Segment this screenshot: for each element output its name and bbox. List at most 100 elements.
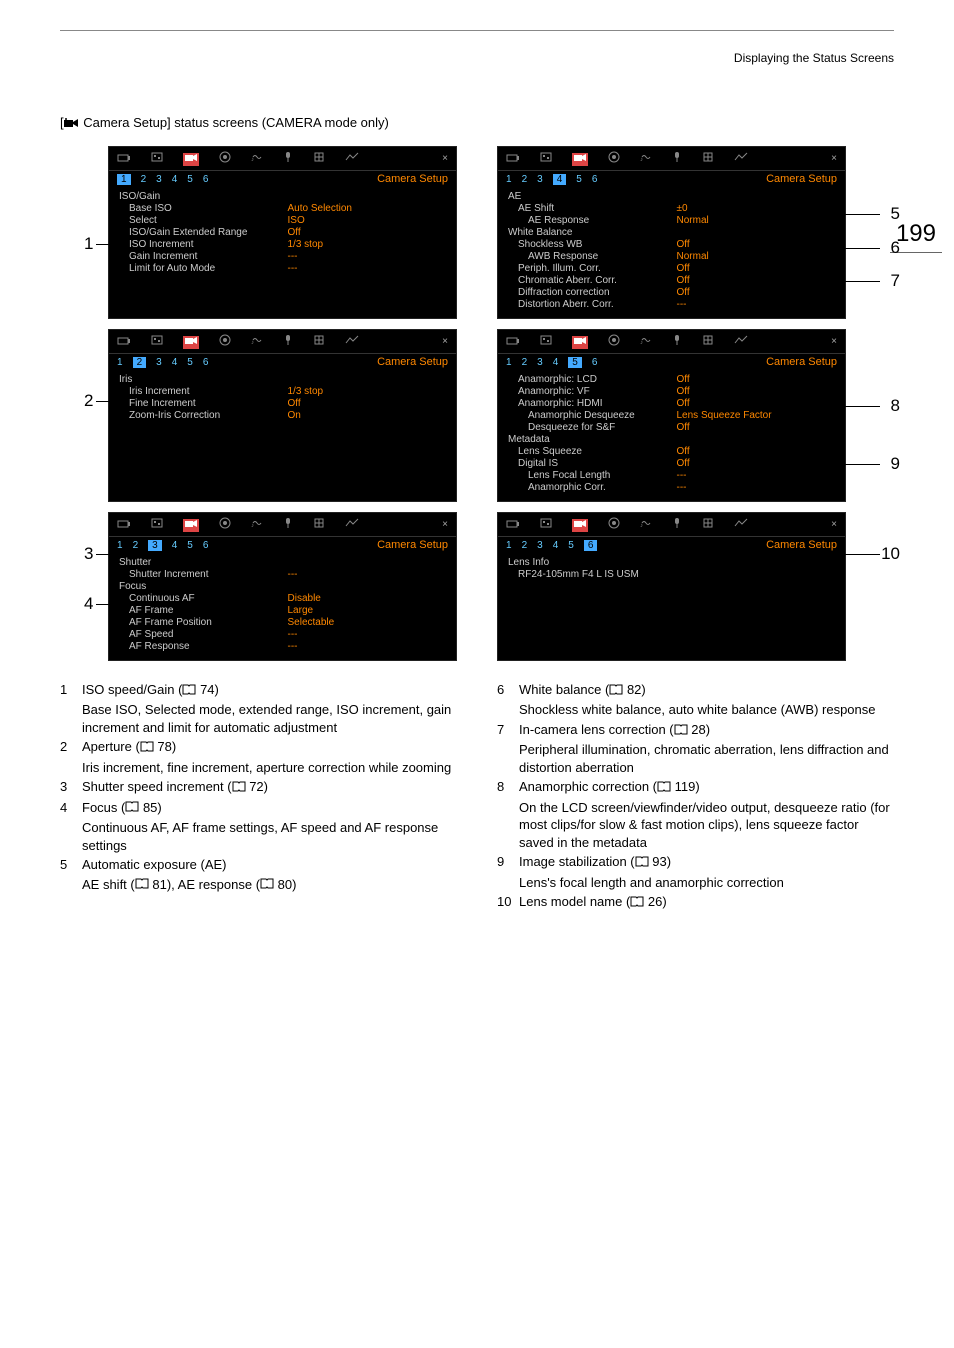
screen-tab-icon — [345, 335, 359, 348]
screen-tab-5: 5 — [187, 357, 193, 368]
screen-tab-2: 2 — [522, 357, 528, 368]
setting-label: Iris Increment — [119, 386, 278, 397]
legend-sub: Iris increment, fine increment, aperture… — [82, 759, 457, 777]
screen-tab-icon — [313, 334, 325, 349]
legend-text: ISO speed/Gain ( 74) — [82, 681, 457, 699]
callout-line — [840, 554, 880, 555]
group-heading: Lens Info — [508, 557, 835, 568]
legend-text: Anamorphic correction ( 119) — [519, 778, 894, 796]
callout-8: 8 — [891, 396, 900, 416]
setting-value: 1/3 stop — [288, 386, 447, 397]
screen-tab-icon — [540, 335, 552, 348]
legend-item-2: 2Aperture ( 78) — [60, 738, 457, 756]
setting-label: Anamorphic: VF — [508, 386, 667, 397]
callout-1: 1 — [84, 234, 93, 254]
screen-body: Anamorphic: LCDOffAnamorphic: VFOffAnamo… — [498, 370, 845, 501]
screen-tab-icon — [572, 519, 588, 531]
screen-tab-6: 6 — [203, 357, 209, 368]
setting-value: Off — [677, 239, 836, 250]
screen-tab-2: 2 — [522, 540, 528, 551]
screen-icon-row: ♪× — [498, 147, 845, 171]
setting-value: Off — [677, 374, 836, 385]
callout-line — [840, 406, 880, 407]
screen-title: Camera Setup — [377, 356, 448, 368]
legend-text: Automatic exposure (AE) — [82, 856, 457, 874]
screen-tabs: 123456Camera Setup — [109, 354, 456, 370]
setting-value — [677, 569, 836, 580]
legend-text: Aperture ( 78) — [82, 738, 457, 756]
setting-value: Large — [288, 605, 447, 616]
screen-tabs: 123456Camera Setup — [109, 537, 456, 553]
screen-tab-5: 5 — [576, 174, 582, 185]
setting-value: Lens Squeeze Factor — [677, 410, 836, 421]
screen-tab-icon: ♪ — [251, 335, 263, 348]
setting-value: --- — [677, 470, 836, 481]
legend-item-1: 1ISO speed/Gain ( 74) — [60, 681, 457, 699]
callout-line — [96, 554, 120, 555]
legend-text: Image stabilization ( 93) — [519, 853, 894, 871]
callout-7: 7 — [891, 271, 900, 291]
close-icon: × — [442, 153, 448, 164]
setting-label: Lens Focal Length — [508, 470, 667, 481]
setting-value: Off — [677, 386, 836, 397]
setting-label: Anamorphic: LCD — [508, 374, 667, 385]
legend-text: Shutter speed increment ( 72) — [82, 778, 457, 796]
setting-value: On — [288, 410, 447, 421]
setting-value: --- — [677, 299, 836, 310]
header-text: Displaying the Status Screens — [60, 51, 894, 65]
setting-label: Shutter Increment — [119, 569, 278, 580]
setting-label: Lens Squeeze — [508, 446, 667, 457]
screen-body: ShutterShutter Increment---FocusContinuo… — [109, 553, 456, 660]
svg-text:♪: ♪ — [251, 157, 254, 162]
screen-tab-icon — [117, 335, 131, 348]
screen-body: ISO/GainBase ISOAuto SelectionSelectISOI… — [109, 187, 456, 282]
callout-line — [840, 248, 880, 249]
setting-value: Off — [677, 458, 836, 469]
callout-line — [840, 281, 880, 282]
screen-tabs: 123456Camera Setup — [498, 354, 845, 370]
legend-num: 4 — [60, 799, 82, 817]
screen-tab-1: 1 — [506, 540, 512, 551]
setting-label: Chromatic Aberr. Corr. — [508, 275, 667, 286]
screen-tab-3: 3 — [156, 357, 162, 368]
screen-tab-6: 6 — [203, 174, 209, 185]
setting-label: Limit for Auto Mode — [119, 263, 278, 274]
screen-tab-1: 1 — [506, 174, 512, 185]
legend-item-9: 9Image stabilization ( 93) — [497, 853, 894, 871]
setting-value: Off — [288, 398, 447, 409]
book-icon — [140, 739, 154, 757]
legend-num: 5 — [60, 856, 82, 874]
screen-tab-icon — [672, 151, 682, 166]
setting-label: Continuous AF — [119, 593, 278, 604]
group-heading: Shutter — [119, 557, 446, 568]
legend-num: 2 — [60, 738, 82, 756]
screen-tab-5: 5 — [187, 174, 193, 185]
book-icon — [135, 876, 149, 894]
legend-item-8: 8Anamorphic correction ( 119) — [497, 778, 894, 796]
callout-3: 3 — [84, 544, 93, 564]
screen-tab-icon — [219, 334, 231, 349]
legend-left-col: 1ISO speed/Gain ( 74)Base ISO, Selected … — [60, 681, 457, 913]
callout-5: 5 — [891, 204, 900, 224]
screens-grid: ♪×123456Camera SetupISO/GainBase ISOAuto… — [108, 146, 846, 661]
screen-tab-icon: ♪ — [251, 518, 263, 531]
screen-tab-icon — [672, 334, 682, 349]
screen-tab-5: 5 — [187, 540, 193, 551]
setting-label: AWB Response — [508, 251, 667, 262]
legend: 1ISO speed/Gain ( 74)Base ISO, Selected … — [60, 681, 894, 913]
screen-tab-icon — [219, 151, 231, 166]
screen-tab-2: 2 — [133, 357, 147, 368]
book-icon — [232, 779, 246, 797]
close-icon: × — [831, 519, 837, 530]
legend-text: Lens model name ( 26) — [519, 893, 894, 911]
screen-tab-icon — [506, 518, 520, 531]
legend-right-col: 6White balance ( 82)Shockless white bala… — [497, 681, 894, 913]
screen-tab-icon — [506, 335, 520, 348]
screen-tab-icon — [345, 152, 359, 165]
setting-value: ISO — [288, 215, 447, 226]
setting-value: Off — [677, 398, 836, 409]
book-icon — [635, 854, 649, 872]
setting-label: Zoom-Iris Correction — [119, 410, 278, 421]
legend-item-4: 4Focus ( 85) — [60, 799, 457, 817]
screen-tab-2: 2 — [141, 174, 147, 185]
